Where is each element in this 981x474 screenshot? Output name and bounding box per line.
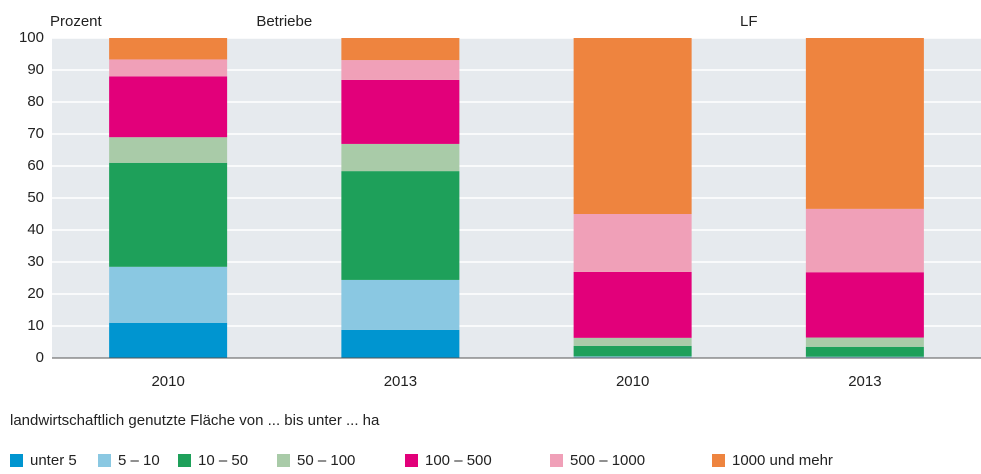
bar-segment — [341, 144, 459, 171]
bar-segment — [341, 280, 459, 330]
bar-segment — [806, 272, 924, 337]
x-tick-label: 2010 — [151, 373, 184, 390]
bar-segment — [574, 356, 692, 357]
legend-label: 1000 und mehr — [732, 452, 833, 469]
legend-swatch — [550, 454, 563, 467]
legend-swatch — [178, 454, 191, 467]
y-tick-label: 80 — [27, 93, 44, 110]
legend-label: 50 – 100 — [297, 452, 355, 469]
bar-segment — [574, 346, 692, 357]
bar-segment — [806, 38, 924, 209]
bar-segment — [109, 137, 227, 163]
y-tick-label: 20 — [27, 285, 44, 302]
y-tick-label: 50 — [27, 189, 44, 206]
bar-segment — [806, 209, 924, 272]
legend-label: 100 – 500 — [425, 452, 492, 469]
legend-label: 5 – 10 — [118, 452, 160, 469]
group-label: LF — [740, 13, 758, 30]
bar-segment — [109, 323, 227, 358]
group-label: Betriebe — [256, 13, 312, 30]
bar-segment — [574, 38, 692, 214]
bar-segment — [109, 267, 227, 323]
bar-segment — [574, 272, 692, 338]
bar-segment — [341, 171, 459, 280]
bar-segment — [109, 59, 227, 76]
y-tick-label: 90 — [27, 61, 44, 78]
legend-swatch — [98, 454, 111, 467]
legend-label: 10 – 50 — [198, 452, 248, 469]
bar-segment — [574, 338, 692, 346]
legend-swatch — [10, 454, 23, 467]
legend-title: landwirtschaftlich genutzte Fläche von .… — [10, 412, 380, 429]
bar-segment — [341, 38, 459, 60]
bar-segment — [341, 80, 459, 144]
y-axis-label: Prozent — [50, 13, 103, 30]
x-tick-label: 2010 — [616, 373, 649, 390]
y-tick-label: 60 — [27, 157, 44, 174]
y-tick-label: 70 — [27, 125, 44, 142]
legend-swatch — [277, 454, 290, 467]
x-tick-label: 2013 — [384, 373, 417, 390]
bar-segment — [806, 338, 924, 347]
bar-segment — [109, 163, 227, 267]
y-tick-label: 10 — [27, 317, 44, 334]
y-tick-label: 30 — [27, 253, 44, 270]
legend-swatch — [712, 454, 725, 467]
y-tick-label: 0 — [36, 349, 44, 366]
bar-segment — [806, 347, 924, 357]
bar-segment — [341, 330, 459, 358]
bar-segment — [341, 60, 459, 80]
bar-segment — [574, 214, 692, 272]
bar-segment — [109, 76, 227, 137]
legend-label: unter 5 — [30, 452, 77, 469]
y-tick-label: 40 — [27, 221, 44, 238]
x-tick-label: 2013 — [848, 373, 881, 390]
bar-segment — [109, 38, 227, 59]
y-tick-label: 100 — [19, 29, 44, 46]
legend-swatch — [405, 454, 418, 467]
legend-label: 500 – 1000 — [570, 452, 645, 469]
